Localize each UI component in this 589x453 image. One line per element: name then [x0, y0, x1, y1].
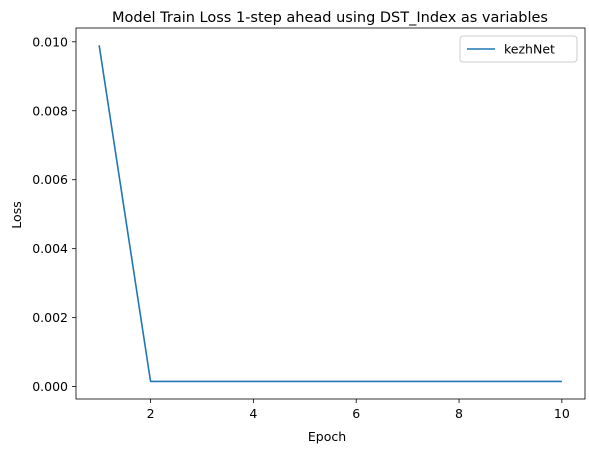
- x-tick-label: 4: [249, 406, 257, 421]
- x-tick-label: 8: [455, 406, 463, 421]
- chart-title: Model Train Loss 1-step ahead using DST_…: [112, 10, 548, 26]
- legend: kezhNet: [459, 35, 578, 63]
- plot-lines: [98, 45, 562, 383]
- x-tick-label: 2: [147, 406, 155, 421]
- legend-box: [459, 35, 578, 63]
- y-tick-label: 0.000: [32, 379, 68, 394]
- plot-frame: [75, 27, 586, 400]
- y-axis-label: Loss: [9, 201, 24, 228]
- series-line-kezhnet: [98, 45, 562, 383]
- y-tick-label: 0.004: [32, 241, 68, 256]
- x-tick-label: 6: [352, 406, 360, 421]
- x-axis-label: Epoch: [308, 429, 346, 444]
- legend-label-kezhnet: kezhNet: [504, 42, 555, 57]
- y-tick-label: 0.010: [32, 34, 68, 49]
- x-tick-label: 10: [554, 406, 570, 421]
- y-tick-label: 0.006: [32, 172, 68, 187]
- y-tick-label: 0.008: [32, 103, 68, 118]
- y-tick-label: 0.002: [32, 310, 68, 325]
- axis-ticks: 2 4 6 8 10 0.000 0.002 0.004 0.006 0.008 0.010: [32, 34, 570, 421]
